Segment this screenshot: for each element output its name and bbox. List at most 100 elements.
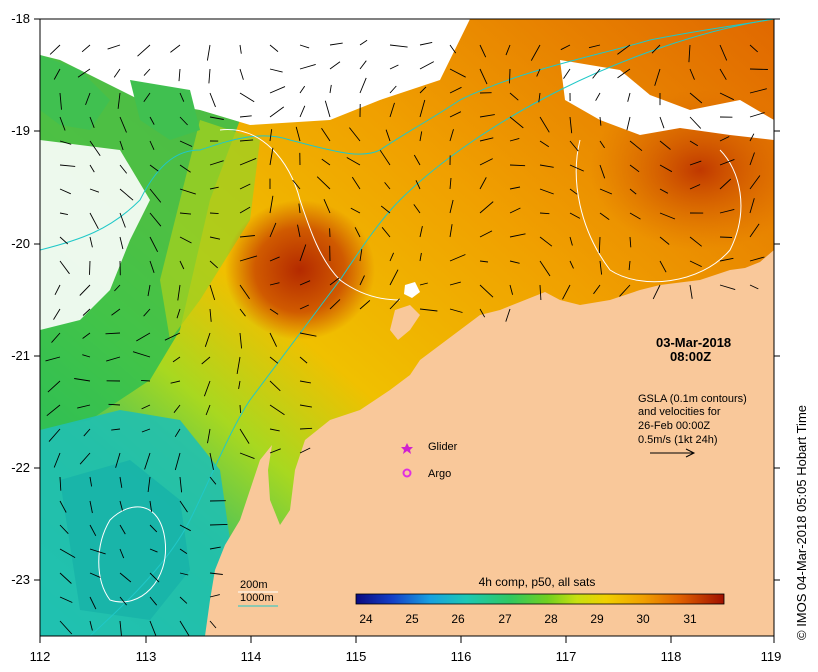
lat-tick-label: -23 xyxy=(11,572,30,587)
velocity-vector xyxy=(143,308,151,317)
velocity-vector xyxy=(479,308,486,318)
argo-marker-icon xyxy=(402,468,412,478)
velocity-vector xyxy=(269,282,280,286)
velocity-vector xyxy=(89,548,106,555)
velocity-vector xyxy=(749,198,755,214)
velocity-vector xyxy=(89,476,93,487)
velocity-vector xyxy=(299,404,312,408)
velocity-vector xyxy=(119,212,126,228)
velocity-vector xyxy=(689,160,702,166)
velocity-vector xyxy=(449,111,462,118)
velocity-vector xyxy=(354,227,361,238)
lon-tick-label: 116 xyxy=(451,649,472,664)
velocity-vector xyxy=(719,68,727,80)
velocity-vector xyxy=(569,212,581,219)
velocity-vector xyxy=(569,140,579,152)
velocity-vector xyxy=(299,447,311,454)
velocity-vector xyxy=(59,524,69,535)
velocity-vector xyxy=(350,207,361,214)
glider-legend: Glider xyxy=(401,441,458,454)
velocity-vector xyxy=(509,233,526,238)
velocity-vector xyxy=(349,127,361,142)
gsla-contour-1 xyxy=(219,129,401,301)
velocity-vector xyxy=(147,476,151,493)
velocity-vector xyxy=(629,140,643,152)
velocity-vector xyxy=(299,85,306,94)
velocity-vector xyxy=(509,284,514,295)
velocity-vector xyxy=(749,284,759,290)
velocity-vector xyxy=(479,68,488,85)
velocity-vector xyxy=(599,140,605,149)
velocity-vector xyxy=(628,260,631,271)
velocity-vector xyxy=(659,260,667,273)
velocity-vector xyxy=(509,68,511,84)
velocity-vector xyxy=(384,182,391,190)
velocity-vector xyxy=(179,140,193,147)
velocity-vector xyxy=(299,244,307,262)
velocity-vector xyxy=(539,260,551,277)
velocity-vector xyxy=(269,195,274,214)
velocity-vector xyxy=(239,92,255,103)
velocity-vector xyxy=(89,140,101,156)
velocity-vector xyxy=(569,188,578,195)
velocity-vector xyxy=(321,127,331,142)
velocity-vector xyxy=(49,44,61,55)
velocity-vector xyxy=(629,236,632,248)
velocity-vector xyxy=(119,548,125,559)
velocity-vector xyxy=(149,596,158,606)
velocity-vector xyxy=(114,284,121,292)
velocity-vector xyxy=(539,164,554,168)
velocity-vector xyxy=(321,158,331,166)
velocity-vector xyxy=(89,188,100,193)
velocity-vector xyxy=(209,212,219,215)
velocity-vector xyxy=(295,126,301,142)
velocity-vector xyxy=(149,116,155,125)
velocity-vector xyxy=(719,136,730,142)
velocity-vector xyxy=(659,164,673,173)
velocity-vector xyxy=(179,212,192,215)
velocity-vector xyxy=(599,188,613,195)
velocity-vector xyxy=(179,572,189,576)
velocity-vector xyxy=(164,332,181,341)
velocity-vector xyxy=(539,140,550,148)
velocity-vector xyxy=(59,572,72,584)
velocity-vector xyxy=(299,63,316,70)
velocity-vector xyxy=(117,92,121,109)
velocity-vector xyxy=(59,596,73,603)
velocity-vector xyxy=(299,380,311,384)
velocity-vector xyxy=(239,139,254,142)
velocity-vector xyxy=(143,68,151,76)
velocity-vector xyxy=(299,304,309,310)
velocity-vector xyxy=(111,308,121,316)
velocity-vector xyxy=(144,452,151,470)
velocity-vector xyxy=(359,77,367,94)
velocity-vector xyxy=(323,199,331,214)
velocity-vector xyxy=(269,86,286,94)
velocity-vector xyxy=(89,236,93,248)
velocity-vector xyxy=(719,208,735,214)
lon-tick-label: 114 xyxy=(241,649,262,664)
velocity-vector xyxy=(269,404,285,416)
velocity-vector xyxy=(53,68,61,80)
velocity-vector xyxy=(176,308,181,319)
velocity-vector xyxy=(329,42,343,46)
velocity-vector xyxy=(269,222,277,238)
velocity-vector xyxy=(83,428,91,437)
isobath-legend: 200m 1000m xyxy=(238,579,278,607)
velocity-vector xyxy=(119,476,123,488)
velocity-vector xyxy=(149,620,157,636)
sst-transition-region xyxy=(160,120,260,340)
velocity-vector xyxy=(749,256,765,262)
velocity-vector xyxy=(419,41,433,46)
velocity-vector xyxy=(59,116,66,131)
velocity-vector xyxy=(119,236,124,250)
velocity-vector xyxy=(449,68,466,78)
velocity-vector xyxy=(204,332,211,347)
glider-legend-label: Glider xyxy=(428,441,458,453)
velocity-vector xyxy=(174,428,181,438)
velocity-vector xyxy=(239,452,255,460)
barrow-island xyxy=(390,305,420,340)
velocity-vector xyxy=(569,116,573,134)
velocity-vector xyxy=(619,284,631,297)
velocity-vector xyxy=(415,180,421,190)
